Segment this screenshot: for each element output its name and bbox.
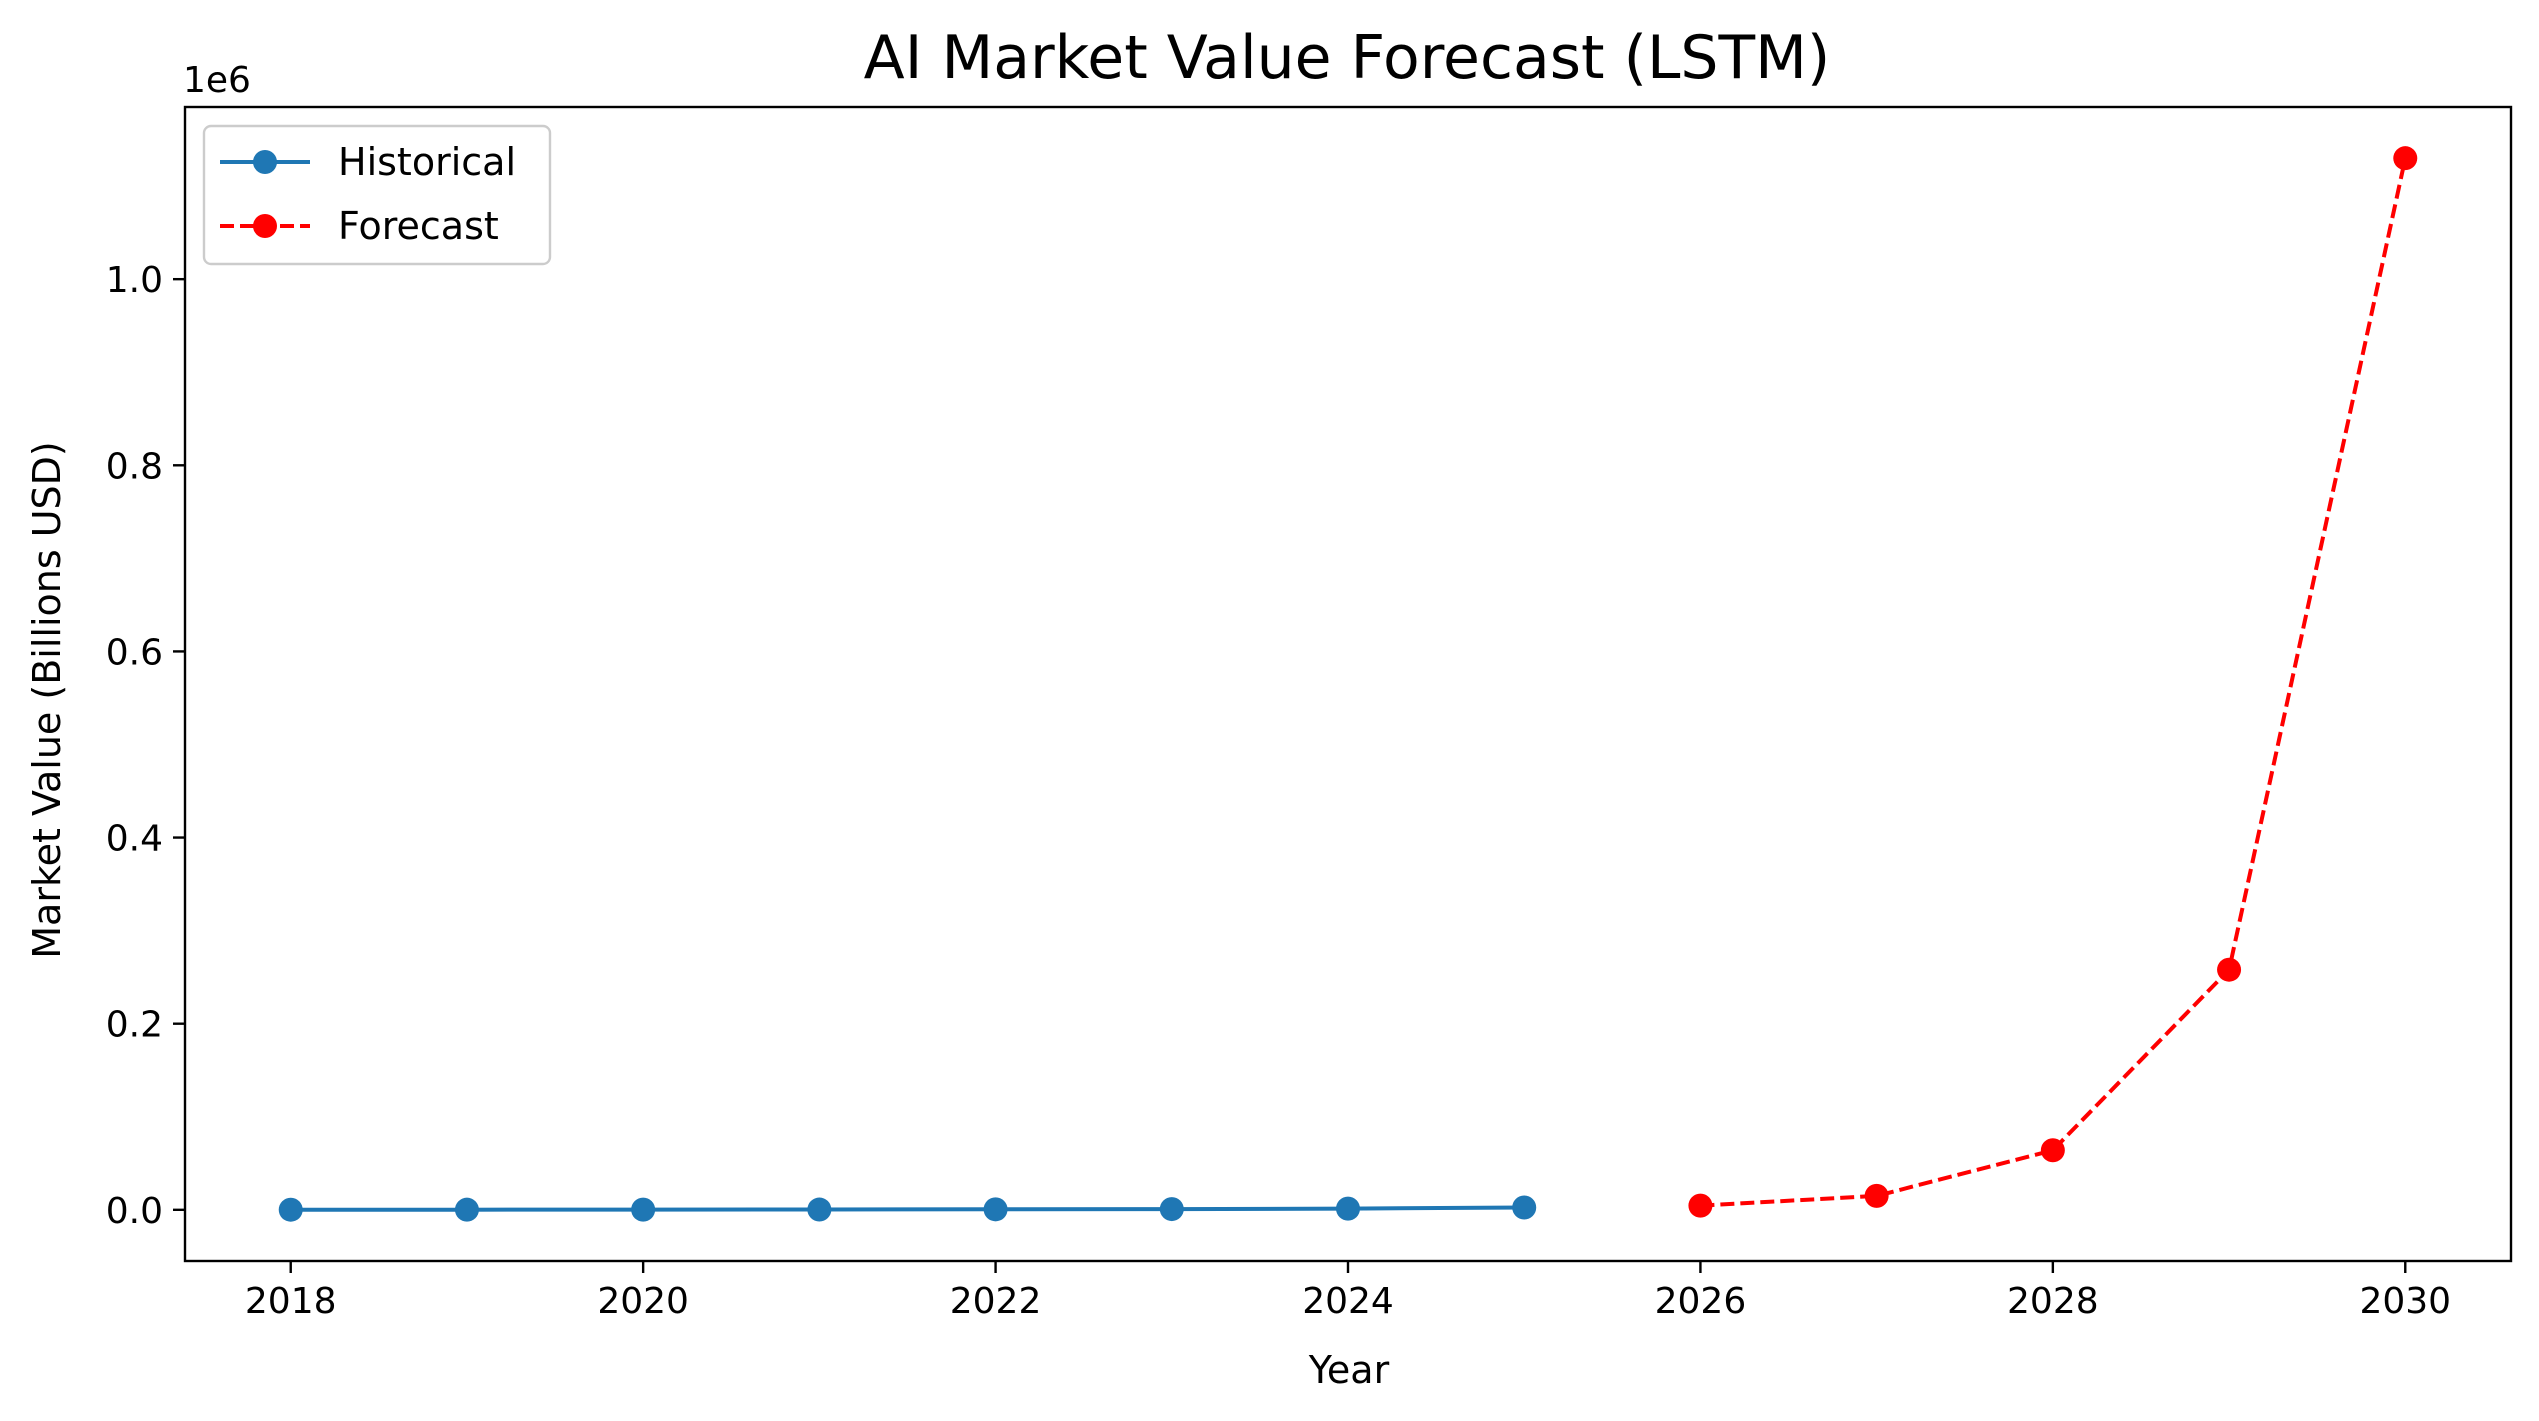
y-axis-ticks: 0.0 0.2 0.4 0.6 0.8 1.0	[106, 260, 185, 1232]
legend-historical-label: Historical	[338, 140, 516, 184]
historical-data-point	[631, 1197, 656, 1222]
series-layer	[278, 146, 2418, 1222]
y-tick-label: 0.4	[106, 819, 163, 860]
x-tick-label: 2022	[950, 1281, 1042, 1322]
forecast-data-point	[2040, 1138, 2065, 1163]
historical-data-point	[454, 1197, 479, 1222]
x-axis-ticks: 2018 2020 2022 2024 2026 2028 2030	[245, 1261, 2451, 1322]
x-tick-label: 2026	[1655, 1281, 1747, 1322]
y-tick-label: 0.2	[106, 1005, 163, 1046]
forecast-data-point	[2393, 146, 2418, 171]
historical-data-point	[807, 1197, 832, 1222]
x-tick-label: 2028	[2007, 1281, 2099, 1322]
historical-series-line	[290, 1205, 1525, 1212]
forecast-data-point	[2217, 957, 2242, 982]
legend: Historical Forecast	[202, 124, 552, 266]
historical-data-point	[1159, 1197, 1184, 1222]
plot-frame	[183, 105, 2513, 1263]
x-tick-label: 2030	[2359, 1281, 2451, 1322]
forecast-data-point	[1688, 1193, 1713, 1218]
y-axis-label: Market Value (Billions USD)	[25, 441, 69, 959]
y-tick-label: 0.6	[106, 632, 163, 673]
legend-forecast-label: Forecast	[338, 204, 499, 248]
forecast-data-point	[1864, 1183, 1889, 1208]
y-tick-label: 0.8	[106, 446, 163, 487]
chart-title: AI Market Value Forecast (LSTM)	[864, 23, 1831, 93]
forecast-series-line	[1700, 157, 2408, 1208]
legend-forecast-marker	[253, 214, 277, 238]
historical-data-point	[278, 1197, 303, 1222]
legend-historical-marker	[253, 150, 277, 174]
x-axis-label: Year	[1308, 1348, 1390, 1392]
x-tick-label: 2020	[597, 1281, 689, 1322]
historical-data-point	[983, 1197, 1008, 1222]
historical-data-point	[1336, 1196, 1360, 1221]
x-tick-label: 2018	[245, 1281, 337, 1322]
historical-data-point	[1512, 1195, 1537, 1220]
x-tick-label: 2024	[1302, 1281, 1394, 1322]
y-tick-label: 0.0	[106, 1191, 163, 1232]
y-tick-label: 1.0	[106, 260, 163, 301]
y-axis-offset-label: 1e6	[183, 60, 251, 101]
